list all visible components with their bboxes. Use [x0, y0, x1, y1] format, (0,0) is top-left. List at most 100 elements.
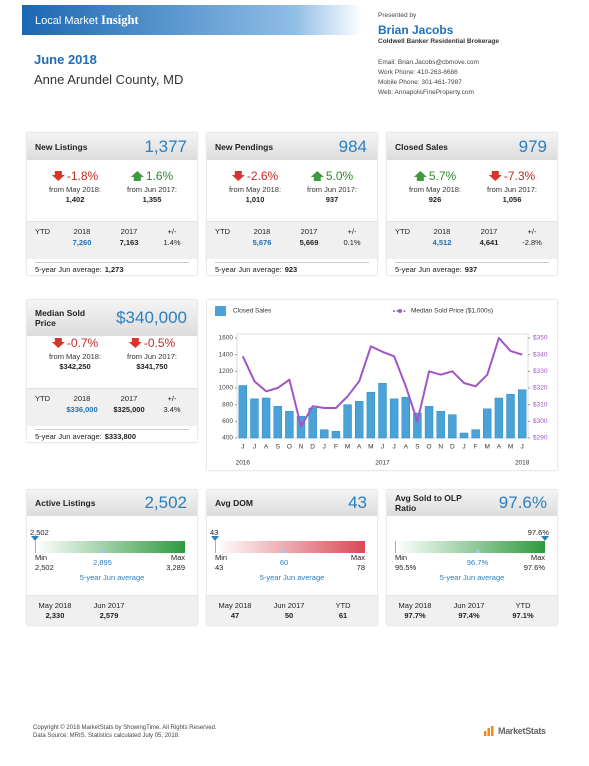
bar [459, 432, 469, 439]
min-value: 2,502 [35, 563, 54, 572]
metric-card: Median Sold Price $340,000 -0.7% from May 2… [27, 300, 197, 442]
x-tick-label: M [485, 444, 490, 451]
contact-line: Mobile Phone: 301-461-7987 [378, 79, 462, 86]
history-strip: May 2018 47 Jun 2017 50 YTD 61 [207, 595, 377, 625]
logo-icon [484, 726, 494, 736]
change-row: -0.7% [51, 336, 98, 350]
x-tick-label: F [334, 444, 338, 451]
ytd-value: 5,676 [252, 238, 272, 247]
gauge-bar [35, 541, 185, 553]
legend-label: Median Sold Price ($1,000s) [411, 308, 493, 315]
arrow-down [231, 171, 245, 181]
brand-light: Local Market [35, 15, 98, 27]
y-tick-label: 800 [222, 401, 233, 408]
bar [506, 393, 515, 439]
card-value: 43 [348, 493, 367, 512]
year-label: 2016 [236, 460, 251, 467]
arrow-up [413, 171, 427, 181]
footer-line: Copyright © 2018 MarketStats by ShowingT… [33, 725, 217, 731]
max-value: 3,289 [166, 563, 185, 572]
history-label: May 2018 [38, 601, 72, 610]
bar [250, 398, 259, 439]
agent-name: Brian Jacobs [378, 23, 454, 37]
average-label: 5-year Jun average: [395, 265, 462, 274]
current-value: 97.6% [527, 528, 549, 537]
history-label: YTD [515, 601, 531, 610]
x-tick-label: M [508, 444, 513, 451]
bar [401, 396, 410, 439]
average-row: 5-year Jun average: 923 [215, 262, 369, 274]
ytd-value: 0.1% [343, 238, 361, 247]
ytd-value: 1.4% [163, 238, 181, 247]
min-label: Min [215, 553, 228, 562]
min-value: 43 [215, 563, 224, 572]
y2-tick-label: $300 [533, 418, 548, 425]
change-pct: 1.6% [145, 169, 174, 183]
history-value: 61 [338, 611, 348, 620]
bar [471, 429, 480, 439]
change-pct: 5.7% [428, 169, 457, 183]
x-tick-label: N [299, 444, 304, 451]
ytd-label: +/- [527, 227, 537, 236]
card-value: 97.6% [498, 493, 547, 512]
history-value: 47 [230, 611, 240, 620]
card-title: New Listings [35, 141, 88, 152]
contacts: Email: Brian.Jacobs@cbmove.com Work Phone… [378, 58, 479, 98]
bar [424, 406, 434, 439]
history-value: 97.7% [404, 611, 426, 620]
ytd-value: 3.4% [163, 405, 181, 414]
change-value: 1,010 [245, 195, 265, 204]
x-tick-label: J [393, 444, 396, 451]
y2-tick-label: $290 [533, 435, 548, 442]
ytd-block: YTD 2018 2017 +/- 7,260 7,163 1.4% [27, 221, 197, 259]
ytd-value: 5,669 [299, 238, 319, 247]
x-tick-label: J [241, 444, 244, 451]
year-label: 2018 [515, 460, 530, 467]
min-label: Min [35, 553, 48, 562]
ytd-label: 2017 [120, 394, 138, 403]
average-marker [281, 548, 287, 553]
gauge-card: Active Listings 2,502 2,502 2,895 Min 2,502 Ma… [27, 490, 197, 625]
ytd-value: 4,641 [479, 238, 499, 247]
y-tick-label: 600 [222, 418, 233, 425]
min-value: 95.5% [395, 563, 417, 572]
legend-dot [398, 309, 402, 313]
bar [517, 389, 527, 439]
x-tick-label: F [474, 444, 478, 451]
card-header: New Listings 1,377 [27, 133, 197, 160]
card-header: Avg DOM 43 [207, 490, 377, 516]
average-value: $333,800 [104, 432, 137, 441]
chart: 400 600 800 1000 1200 1400 1600 $290 $300 $310 $32… [215, 306, 548, 467]
history-label: Jun 2017 [273, 601, 305, 610]
contact-line: Email: Brian.Jacobs@cbmove.com [378, 59, 479, 66]
x-tick-label: D [310, 444, 315, 451]
change-value: $341,750 [136, 362, 168, 371]
gauge-card: Avg Sold to OLP Ratio 97.6% 97.6% 96.7% Min 9… [387, 490, 557, 625]
history-strip: May 2018 2,330 Jun 2017 2,579 [27, 595, 197, 625]
card-header: Median Sold Price $340,000 [27, 300, 197, 336]
card-value: $340,000 [116, 308, 187, 327]
legend-label: Closed Sales [233, 308, 272, 315]
card-header: Active Listings 2,502 [27, 490, 197, 516]
change-pct: -2.6% [246, 169, 279, 183]
period: June 2018 [34, 52, 97, 67]
metric-card: New Pendings 984 -2.6% from May 2018: 1,010 5… [207, 133, 377, 275]
arrow-up [310, 171, 324, 181]
ytd-value: 7,260 [72, 238, 92, 247]
current-marker [541, 536, 549, 541]
ytd-label: 2018 [433, 227, 451, 236]
ytd-label: +/- [347, 227, 357, 236]
card-header: Closed Sales 979 [387, 133, 557, 160]
arrow-shape [130, 171, 144, 181]
gauge-card: Avg DOM 43 43 60 Min 43 Max 78 5-year Jun averag… [207, 490, 377, 625]
arrow-shape [51, 171, 65, 181]
ytd-label: YTD [215, 227, 230, 236]
change-value: $342,250 [59, 362, 91, 371]
x-tick-label: J [462, 444, 465, 451]
brand-bar [22, 5, 362, 35]
card-title: Closed Sales [395, 141, 448, 152]
history-strip: May 2018 97.7% Jun 2017 97.4% YTD 97.1% [387, 595, 557, 625]
y2-tick-label: $340 [533, 351, 548, 358]
legend-swatch [215, 306, 226, 316]
metric-card: New Listings 1,377 -1.8% from May 2018: 1,40… [27, 133, 197, 275]
